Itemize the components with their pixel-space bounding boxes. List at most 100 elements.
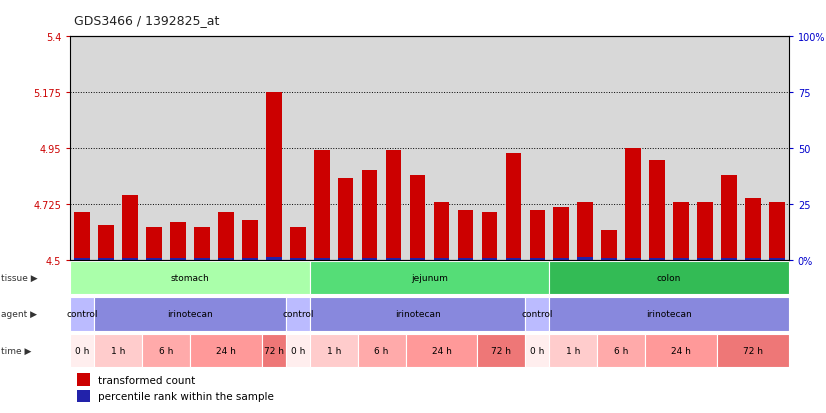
Text: 24 h: 24 h bbox=[431, 346, 452, 355]
Bar bbox=[697, 203, 713, 260]
Text: control: control bbox=[521, 310, 553, 319]
Bar bbox=[406, 334, 477, 367]
Bar bbox=[142, 334, 190, 367]
Text: 24 h: 24 h bbox=[216, 346, 236, 355]
Bar bbox=[70, 334, 94, 367]
Bar bbox=[434, 203, 449, 260]
Text: 0 h: 0 h bbox=[75, 346, 89, 355]
Bar bbox=[170, 223, 186, 260]
Bar bbox=[549, 334, 597, 367]
Bar bbox=[601, 230, 617, 260]
Bar bbox=[525, 334, 549, 367]
Bar bbox=[262, 334, 286, 367]
Bar bbox=[386, 151, 401, 260]
Bar bbox=[290, 228, 306, 260]
Bar bbox=[745, 198, 761, 260]
Text: 0 h: 0 h bbox=[291, 346, 305, 355]
Bar bbox=[362, 259, 377, 260]
Bar bbox=[94, 298, 286, 331]
Bar bbox=[529, 211, 545, 260]
Text: 1 h: 1 h bbox=[566, 346, 581, 355]
Bar bbox=[434, 259, 449, 260]
Bar bbox=[601, 259, 617, 260]
Bar bbox=[525, 298, 549, 331]
Text: 24 h: 24 h bbox=[671, 346, 691, 355]
Bar bbox=[362, 171, 377, 260]
Bar bbox=[74, 259, 90, 260]
Bar bbox=[122, 196, 138, 260]
Bar bbox=[310, 261, 549, 294]
Bar bbox=[625, 149, 641, 260]
Bar bbox=[310, 334, 358, 367]
Text: time ▶: time ▶ bbox=[1, 346, 31, 355]
Text: 0 h: 0 h bbox=[530, 346, 544, 355]
Text: control: control bbox=[66, 310, 98, 319]
Bar bbox=[697, 259, 713, 260]
Text: 72 h: 72 h bbox=[491, 346, 511, 355]
Bar bbox=[266, 93, 282, 260]
Bar bbox=[553, 259, 569, 260]
Bar bbox=[286, 334, 310, 367]
Bar bbox=[146, 259, 162, 260]
Text: 72 h: 72 h bbox=[263, 346, 284, 355]
Bar bbox=[477, 334, 525, 367]
Bar bbox=[74, 213, 90, 260]
Bar bbox=[94, 334, 142, 367]
Bar bbox=[218, 213, 234, 260]
Text: colon: colon bbox=[657, 273, 681, 282]
Bar bbox=[194, 259, 210, 260]
Bar bbox=[70, 298, 94, 331]
Text: irinotecan: irinotecan bbox=[395, 310, 440, 319]
Bar bbox=[549, 298, 789, 331]
Text: control: control bbox=[282, 310, 314, 319]
Bar bbox=[70, 261, 310, 294]
Bar bbox=[769, 203, 785, 260]
Bar bbox=[458, 259, 473, 260]
Text: 1 h: 1 h bbox=[326, 346, 341, 355]
Bar bbox=[577, 257, 593, 260]
Bar bbox=[242, 259, 258, 260]
Text: 1 h: 1 h bbox=[111, 346, 126, 355]
Bar bbox=[386, 259, 401, 260]
Text: transformed count: transformed count bbox=[97, 375, 195, 385]
Bar bbox=[577, 203, 593, 260]
Bar bbox=[673, 203, 689, 260]
Bar bbox=[673, 259, 689, 260]
Bar bbox=[410, 176, 425, 260]
Bar bbox=[506, 259, 521, 260]
Bar bbox=[194, 228, 210, 260]
Bar bbox=[717, 334, 789, 367]
Bar bbox=[745, 259, 761, 260]
Bar bbox=[242, 220, 258, 260]
Bar bbox=[721, 259, 737, 260]
Bar bbox=[625, 259, 641, 260]
Bar bbox=[553, 208, 569, 260]
Bar bbox=[286, 298, 310, 331]
Bar bbox=[645, 334, 717, 367]
Text: irinotecan: irinotecan bbox=[167, 310, 213, 319]
Bar bbox=[310, 298, 525, 331]
Text: 6 h: 6 h bbox=[159, 346, 173, 355]
Bar bbox=[482, 213, 497, 260]
Bar bbox=[314, 151, 330, 260]
Text: GDS3466 / 1392825_at: GDS3466 / 1392825_at bbox=[74, 14, 220, 27]
Bar bbox=[170, 259, 186, 260]
Bar bbox=[338, 259, 354, 260]
Text: stomach: stomach bbox=[171, 273, 209, 282]
Text: percentile rank within the sample: percentile rank within the sample bbox=[97, 391, 273, 401]
Bar bbox=[358, 334, 406, 367]
Bar bbox=[314, 259, 330, 260]
Bar bbox=[721, 176, 737, 260]
Bar bbox=[597, 334, 645, 367]
Bar bbox=[98, 225, 114, 260]
Bar bbox=[122, 259, 138, 260]
Bar bbox=[190, 334, 262, 367]
Bar bbox=[146, 228, 162, 260]
Bar bbox=[769, 259, 785, 260]
Text: irinotecan: irinotecan bbox=[646, 310, 692, 319]
Bar bbox=[338, 178, 354, 260]
Bar bbox=[649, 259, 665, 260]
Bar bbox=[78, 390, 90, 402]
Text: 6 h: 6 h bbox=[614, 346, 629, 355]
Bar bbox=[290, 259, 306, 260]
